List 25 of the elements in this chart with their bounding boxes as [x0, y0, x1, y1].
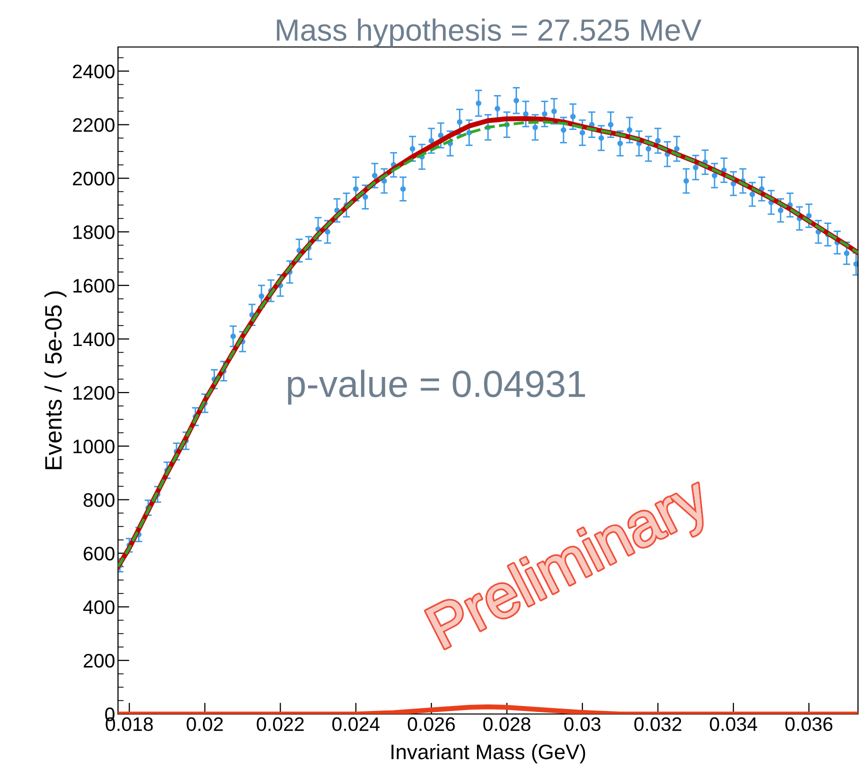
x-tick-label: 0.026 [408, 717, 455, 732]
chart-title: Mass hypothesis = 27.525 MeV [276, 18, 702, 47]
y-tick-label: 400 [83, 600, 114, 614]
y-tick-label: 2000 [72, 172, 114, 186]
x-tick-label: 0.028 [483, 717, 530, 732]
y-tick-label: 2400 [72, 64, 114, 78]
x-tick-label: 0.03 [564, 717, 600, 732]
x-axis-title: Invariant Mass (GeV) [392, 744, 586, 764]
y-tick-label: 1800 [73, 225, 114, 240]
y-tick-label: 1000 [73, 440, 114, 454]
x-tick-label: 0.02 [186, 717, 223, 732]
x-tick-label: 0.024 [332, 717, 380, 732]
y-axis-title: Events / ( 5e-05 ) [44, 291, 66, 470]
y-tick-label: 1200 [73, 386, 114, 400]
x-tick-label: 0.034 [710, 717, 758, 732]
y-tick-label: 1600 [73, 278, 114, 293]
y-tick-label: 200 [84, 654, 114, 668]
x-tick-label: 0.036 [785, 717, 832, 732]
y-tick-label: 2200 [72, 118, 114, 132]
y-tick-label: 600 [84, 546, 114, 561]
x-tick-label: 0.022 [256, 717, 304, 732]
y-tick-label: 800 [84, 493, 114, 507]
x-tick-label: 0.032 [634, 717, 682, 732]
y-tick-label: 1400 [73, 332, 114, 346]
annotation: p-value = 0.04931 [288, 370, 586, 405]
